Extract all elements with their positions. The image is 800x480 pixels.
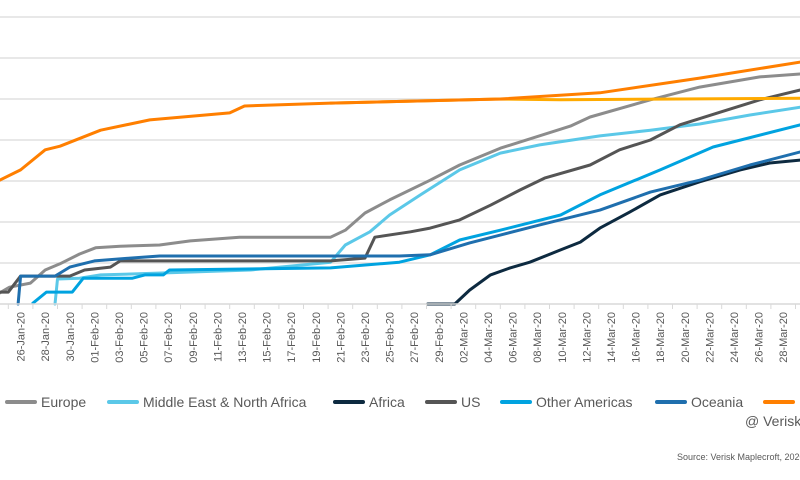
legend-label: Middle East & North Africa xyxy=(143,394,307,410)
series-line-oceania xyxy=(16,150,800,306)
line-chart: 24-Jan-20 26-Jan-20 28-Jan-20 30-Jan-20 01-F… xyxy=(0,16,800,363)
legend-item: US xyxy=(425,392,480,412)
x-tick-label: 24-Jan-20 xyxy=(0,312,3,362)
series-line-us xyxy=(0,88,800,294)
legend-label: Europe xyxy=(41,394,87,410)
legend-swatch xyxy=(107,400,139,404)
x-tick-label: 25-Feb-20 xyxy=(385,312,397,363)
legend-item: Europe xyxy=(5,392,86,412)
x-tick-label: 01-Feb-20 xyxy=(89,312,101,363)
x-tick-label: 11-Feb-20 xyxy=(212,312,224,362)
x-tick-label: 24-Mar-20 xyxy=(729,312,741,363)
legend-swatch xyxy=(500,400,532,404)
x-tick-label: 28-Jan-20 xyxy=(40,312,52,362)
x-tick-label: 20-Mar-20 xyxy=(680,312,692,363)
x-tick-label: 05-Feb-20 xyxy=(139,312,151,363)
legend-label: Oceania xyxy=(691,394,744,410)
x-tick-label: 10-Mar-20 xyxy=(557,312,569,363)
x-tick-label: 06-Mar-20 xyxy=(508,312,520,363)
series-lines xyxy=(0,60,800,306)
x-tick-label: 26-Mar-20 xyxy=(754,312,766,363)
x-tick-label: 21-Feb-20 xyxy=(335,312,347,363)
legend-swatch xyxy=(333,400,365,404)
legend-item: Middle East & North Africa xyxy=(107,392,306,412)
legend-swatch xyxy=(763,400,795,404)
legend-label: US xyxy=(461,394,481,410)
x-tick-label: 07-Feb-20 xyxy=(163,312,175,363)
x-axis: 24-Jan-20 26-Jan-20 28-Jan-20 30-Jan-20 01-F… xyxy=(0,303,800,363)
legend-swatch xyxy=(425,400,457,404)
x-tick-label: 13-Feb-20 xyxy=(237,312,249,363)
x-tick-label: 14-Mar-20 xyxy=(606,312,618,363)
legend-item: Africa xyxy=(333,392,405,412)
series-line-africa xyxy=(426,158,800,306)
legend-item: Other Americas xyxy=(500,392,632,412)
x-tick-label: 23-Feb-20 xyxy=(360,312,372,363)
gridlines xyxy=(0,16,800,264)
series-line-unlabeled-7 xyxy=(0,60,800,182)
x-tick-label: 15-Feb-20 xyxy=(262,312,274,363)
series-line-middle-east-north-africa xyxy=(53,105,800,306)
x-tick-label: 16-Mar-20 xyxy=(631,312,643,363)
legend-label: Africa xyxy=(369,394,405,410)
x-tick-label: 03-Feb-20 xyxy=(114,312,126,363)
legend-item xyxy=(763,392,799,412)
x-tick-label: 30-Jan-20 xyxy=(65,312,77,362)
legend-swatch xyxy=(5,400,37,404)
x-tick-label: 08-Mar-20 xyxy=(532,312,544,363)
legend-item: Oceania xyxy=(655,392,743,412)
x-tick-label: 26-Jan-20 xyxy=(16,312,28,362)
x-tick-label: 28-Mar-20 xyxy=(778,312,790,363)
x-tick-label: 27-Feb-20 xyxy=(409,312,421,363)
legend-label: Other Americas xyxy=(536,394,633,410)
x-tick-label: 29-Feb-20 xyxy=(434,312,446,363)
x-tick-label: 02-Mar-20 xyxy=(458,312,470,363)
x-tick-label: 19-Feb-20 xyxy=(311,312,323,363)
x-tick-label: 09-Feb-20 xyxy=(188,312,200,363)
x-tick-label: 22-Mar-20 xyxy=(704,312,716,363)
credit-text: @ Verisk xyxy=(745,413,800,429)
series-line-europe xyxy=(0,72,800,295)
legend: Europe Middle East & North Africa Africa US… xyxy=(0,392,800,412)
x-tick-label: 12-Mar-20 xyxy=(581,312,593,363)
x-tick-label: 18-Mar-20 xyxy=(655,312,667,363)
series-line-other-americas xyxy=(31,123,800,305)
x-tick-label: 04-Mar-20 xyxy=(483,312,495,363)
x-tick-label: 17-Feb-20 xyxy=(286,312,298,363)
source-text: Source: Verisk Maplecroft, 2020; xyxy=(677,452,800,462)
legend-swatch xyxy=(655,400,687,404)
